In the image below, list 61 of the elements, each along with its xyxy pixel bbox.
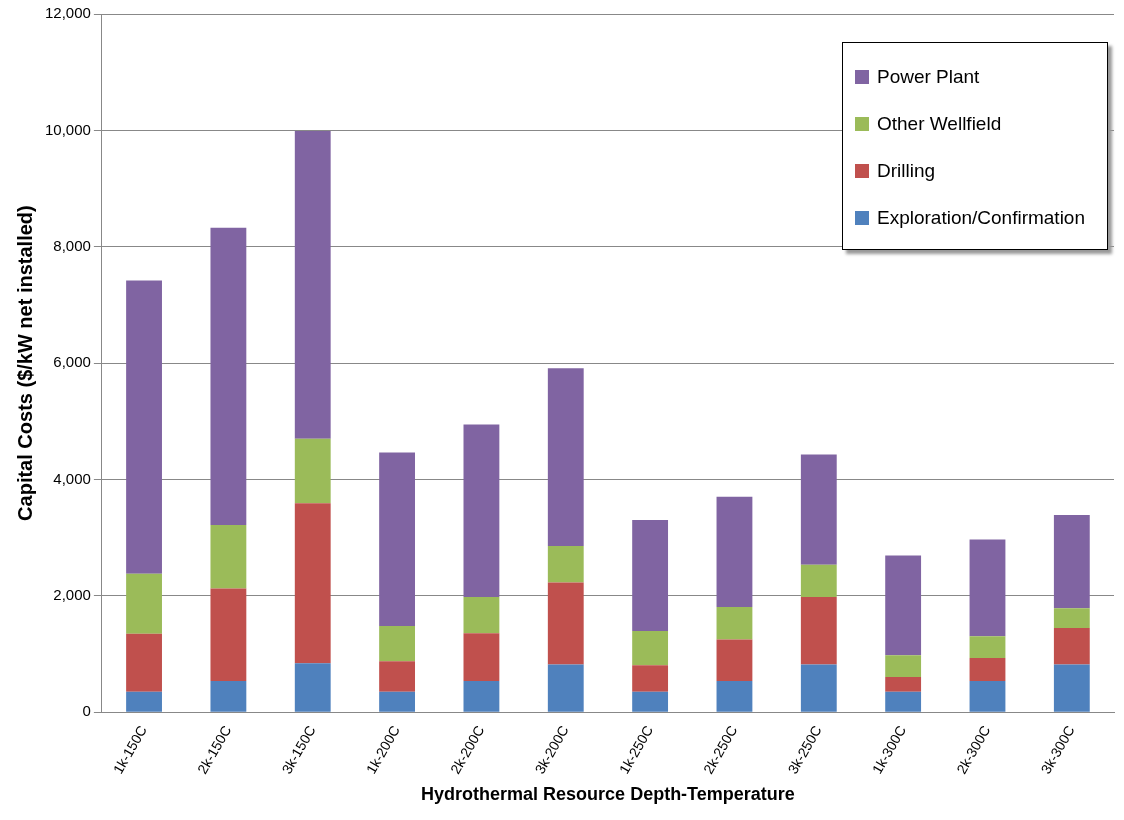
bar — [632, 665, 669, 692]
bar — [294, 663, 331, 712]
x-axis-title: Hydrothermal Resource Depth-Temperature — [421, 784, 795, 805]
bar — [969, 539, 1006, 637]
y-axis-title: Capital Costs ($/kW net installed) — [13, 205, 36, 521]
bar — [463, 633, 500, 681]
bar — [547, 582, 584, 665]
y-tick-label: 12,000 — [44, 4, 91, 22]
bar — [547, 664, 584, 712]
bar — [294, 503, 331, 664]
bar — [126, 573, 162, 634]
bar — [463, 596, 500, 634]
bar — [800, 454, 837, 565]
bar — [547, 546, 584, 583]
bar — [379, 626, 415, 662]
bar — [800, 564, 837, 597]
bar — [885, 676, 922, 692]
bar — [716, 607, 753, 640]
y-tick-label: 8,000 — [53, 236, 91, 254]
bar — [1053, 608, 1090, 629]
bar — [1053, 664, 1090, 712]
bar — [800, 596, 837, 665]
bar — [210, 588, 247, 681]
legend-label: Exploration/Confirmation — [876, 206, 1085, 229]
y-tick-label: 10,000 — [44, 120, 91, 138]
bar — [885, 655, 922, 677]
bar — [800, 664, 837, 712]
bar — [379, 452, 415, 627]
bar — [716, 680, 753, 712]
bar — [463, 680, 500, 712]
bar — [126, 280, 162, 574]
y-tick-label: 0 — [82, 702, 91, 720]
y-tick-label: 4,000 — [53, 469, 91, 487]
y-tick-label: 6,000 — [53, 353, 91, 371]
bar — [632, 631, 669, 666]
bar — [885, 555, 922, 656]
bar — [632, 691, 669, 712]
legend-label: Power Plant — [876, 65, 980, 88]
bar — [885, 691, 922, 712]
bar — [969, 658, 1006, 681]
bar — [716, 639, 753, 681]
bar — [1053, 628, 1090, 665]
legend-label: Drilling — [876, 159, 936, 182]
bar — [379, 691, 415, 712]
bar — [210, 227, 247, 526]
bar — [379, 661, 415, 692]
bar — [463, 424, 500, 597]
bar — [294, 130, 331, 439]
bar — [969, 636, 1006, 659]
bar — [126, 691, 162, 712]
bar — [547, 368, 584, 547]
bar — [210, 525, 247, 589]
bar — [1053, 514, 1090, 609]
legend-label: Other Wellfield — [876, 112, 1002, 135]
bar — [126, 633, 162, 692]
bar — [632, 519, 669, 632]
bar — [294, 438, 331, 504]
bar — [210, 680, 247, 712]
bar — [716, 496, 753, 608]
y-tick-label: 2,000 — [53, 585, 91, 603]
bar — [969, 680, 1006, 712]
